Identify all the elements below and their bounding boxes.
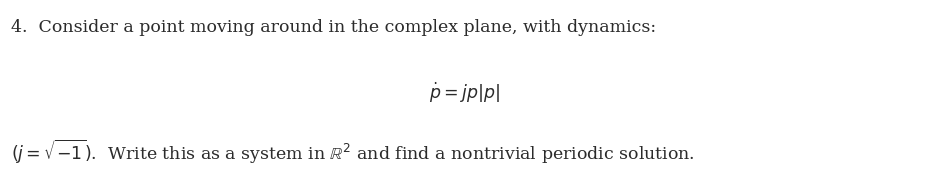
Text: $\dot{p} = jp|p|$: $\dot{p} = jp|p|$ xyxy=(429,80,499,105)
Text: 4.  Consider a point moving around in the complex plane, with dynamics:: 4. Consider a point moving around in the… xyxy=(11,19,655,36)
Text: $(j = \sqrt{-1})$.  Write this as a system in $\mathbb{R}^2$ and find a nontrivi: $(j = \sqrt{-1})$. Write this as a syste… xyxy=(11,138,694,166)
